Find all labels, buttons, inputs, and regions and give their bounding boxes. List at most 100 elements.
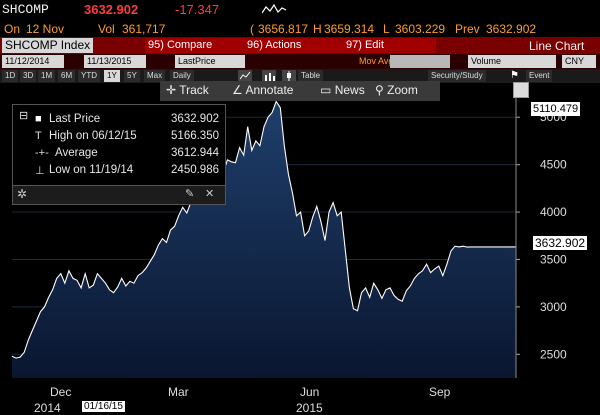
security-study-button[interactable]: Security/Study xyxy=(428,70,486,82)
quote-row: On 12 Nov Vol 361,717 ( 3656.817 H 3659.… xyxy=(0,20,600,37)
x-year-2014: 2014 xyxy=(34,401,61,415)
tf-5y[interactable]: 5Y xyxy=(124,70,140,82)
quote-date: 12 Nov xyxy=(26,22,65,36)
low-value: 3603.229 xyxy=(395,22,446,36)
field-selector[interactable]: LastPrice xyxy=(175,55,245,68)
high-marker-icon: T xyxy=(35,130,42,142)
edit-button[interactable]: 97) Edit xyxy=(343,38,436,53)
ticker-change: -17.347 xyxy=(175,2,220,17)
tf-3d[interactable]: 3D xyxy=(20,70,37,82)
price-area xyxy=(12,101,516,378)
track-label: Track xyxy=(179,83,209,97)
legend-high-label: High on 06/12/15 xyxy=(49,130,137,142)
on-label: On xyxy=(4,22,21,36)
open-prefix: ( xyxy=(250,22,254,36)
volume-value: 361,717 xyxy=(122,22,166,36)
collapse-icon[interactable]: ⊟ xyxy=(19,110,29,122)
x-tick-dec: Dec xyxy=(50,385,72,399)
mov-avg-dropdown[interactable] xyxy=(390,55,450,68)
sparkline-icon xyxy=(261,3,288,18)
news-label: News xyxy=(334,83,365,97)
command-bar: SHCOMP Index 95) Compare 96) Actions 97)… xyxy=(0,37,600,54)
x-axis: Dec Mar Jun Sep 2014 01/16/15 2015 xyxy=(0,378,600,415)
annotate-label: Annotate xyxy=(245,83,294,97)
price-line xyxy=(11,100,516,359)
end-date-field[interactable]: 11/13/2015 xyxy=(84,55,146,68)
tf-1m[interactable]: 1M xyxy=(38,70,56,82)
ticker-row: SHCOMP 3632.902 -17.347 xyxy=(0,0,600,20)
start-date-field[interactable]: 11/12/2014 xyxy=(2,55,64,68)
y-tick-label: 3000 xyxy=(540,300,567,314)
low-marker-icon: ⊥ xyxy=(35,165,45,177)
annotate-button[interactable]: ∠ Annotate xyxy=(232,83,293,97)
flag-icon[interactable]: ⚑ xyxy=(510,70,519,81)
chart-toolbar: ✛ Track ∠ Annotate ▭ News ⚲ Zoom xyxy=(160,81,440,101)
y-tick-label: 4500 xyxy=(540,158,567,172)
prev-label: Prev xyxy=(455,22,480,36)
settings-row: 11/12/2014 11/13/2015 LastPrice Mov Avg … xyxy=(0,54,600,69)
x-year-2015: 2015 xyxy=(296,401,323,415)
zoom-label: Zoom xyxy=(387,83,418,97)
ticker-price: 3632.902 xyxy=(84,2,139,17)
legend-avg-label: Average xyxy=(55,147,98,159)
gear-icon[interactable]: ✲ xyxy=(17,187,28,201)
pin-icon[interactable]: ✎ xyxy=(185,188,195,200)
scale-toggle-icon[interactable] xyxy=(513,82,529,98)
vol-label: Vol xyxy=(98,22,115,36)
event-button[interactable]: Event xyxy=(526,70,553,82)
security-field[interactable]: SHCOMP Index xyxy=(2,38,94,53)
legend-last: ■ Last Price 3632.902 xyxy=(35,113,219,129)
crosshair-icon: ✛ xyxy=(166,83,177,97)
currency-dropdown[interactable]: CNY xyxy=(562,55,596,68)
high-value: 3659.314 xyxy=(324,22,375,36)
x-tick-jun: Jun xyxy=(300,385,320,399)
x-tick-mar: Mar xyxy=(168,385,189,399)
legend-low-label: Low on 11/19/14 xyxy=(49,164,134,176)
legend-low-value: 2450.986 xyxy=(171,164,219,176)
zoom-button[interactable]: ⚲ Zoom xyxy=(375,83,418,97)
volume-dropdown[interactable]: Volume xyxy=(468,55,556,68)
y-tick-label: 2500 xyxy=(540,347,567,361)
x-tick-sep: Sep xyxy=(429,385,451,399)
prev-value: 3632.902 xyxy=(486,22,537,36)
legend-last-value: 3632.902 xyxy=(171,113,219,125)
compare-button[interactable]: 95) Compare xyxy=(145,38,244,53)
tf-max[interactable]: Max xyxy=(144,70,166,82)
mov-avg-label: Mov Avg xyxy=(359,56,394,66)
tf-1d[interactable]: 1D xyxy=(2,70,19,82)
tf-1y[interactable]: 1Y xyxy=(104,70,120,82)
last-price-label: 3632.902 xyxy=(533,236,588,250)
tf-ytd[interactable]: YTD xyxy=(78,70,100,82)
high-prefix: H xyxy=(313,22,322,36)
legend-high-value: 5166.350 xyxy=(171,130,219,142)
line-chart-icon[interactable] xyxy=(238,70,252,84)
last-swatch-icon: ■ xyxy=(35,113,42,125)
ticker-symbol[interactable]: SHCOMP xyxy=(2,2,49,17)
legend-avg-value: 3612.944 xyxy=(171,147,219,159)
period-dropdown[interactable]: Daily xyxy=(170,70,194,82)
pencil-icon: ∠ xyxy=(232,83,243,97)
legend-low: ⊥ Low on 11/19/14 2450.986 xyxy=(35,164,219,180)
magnifier-icon: ⚲ xyxy=(375,83,384,97)
y-tick-label: 3500 xyxy=(540,252,567,266)
tf-6m[interactable]: 6M xyxy=(58,70,76,82)
actions-button[interactable]: 96) Actions xyxy=(244,38,343,53)
candle-chart-icon[interactable] xyxy=(282,70,296,84)
range-start-marker[interactable]: 01/16/15 xyxy=(82,401,125,412)
legend-last-label: Last Price xyxy=(49,113,101,125)
bar-chart-icon[interactable] xyxy=(262,70,276,84)
open-value: 3656.817 xyxy=(258,22,309,36)
news-button[interactable]: ▭ News xyxy=(320,83,365,97)
top-price-label: 5110.479 xyxy=(531,102,581,116)
legend-footer: ✲ ✎ ✕ xyxy=(12,185,226,205)
legend-high: T High on 06/12/15 5166.350 xyxy=(35,130,219,146)
legend-average: -+- Average 3612.944 xyxy=(35,147,219,163)
track-button[interactable]: ✛ Track xyxy=(166,83,209,97)
average-marker-icon: -+- xyxy=(35,147,49,159)
table-button[interactable]: Table xyxy=(298,70,324,82)
low-prefix: L xyxy=(383,22,390,36)
y-tick-label: 4000 xyxy=(540,205,567,219)
close-icon[interactable]: ✕ xyxy=(205,188,215,200)
news-icon: ▭ xyxy=(320,83,332,97)
chart-mode-label: Line Chart xyxy=(529,39,585,53)
